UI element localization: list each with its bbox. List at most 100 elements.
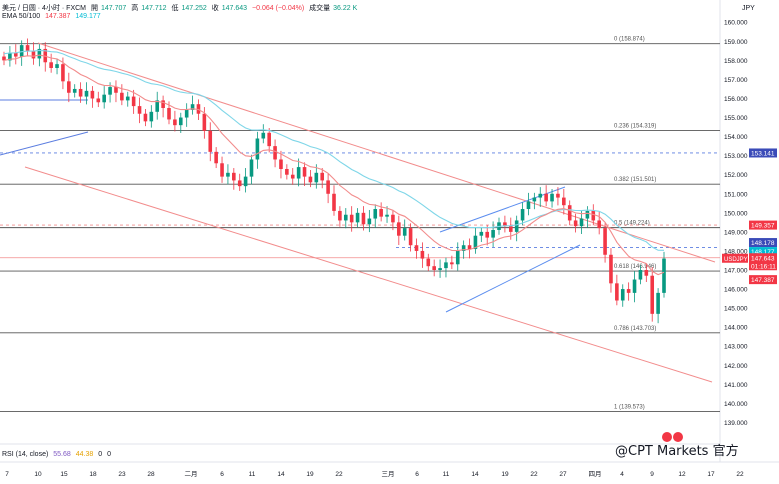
- candle-body: [84, 90, 89, 97]
- x-tick-label: 三月: [382, 470, 395, 478]
- candle-body: [385, 214, 389, 217]
- price-tag: [749, 247, 777, 257]
- rising-trendline: [0, 131, 89, 156]
- candle-body: [184, 109, 189, 118]
- symbol-tag-text: USDJPY: [724, 257, 748, 263]
- candle-body: [532, 197, 537, 202]
- price-tag-text: 01:16:11: [751, 263, 776, 270]
- candle-body: [43, 48, 48, 63]
- symbol-label[interactable]: 美元 / 日圆 · 4小时 · FXCM: [2, 5, 86, 12]
- fib-level-label: 1 (139.573): [614, 405, 645, 411]
- candle-body: [615, 283, 619, 301]
- candle-body: [520, 209, 525, 221]
- rsi-label: RSI (14, close): [2, 451, 49, 458]
- y-tick-label: 160.000: [724, 20, 748, 27]
- ema50-value: 147.387: [45, 13, 71, 20]
- y-tick-label: 156.000: [724, 96, 748, 103]
- x-tick-label: 二月: [185, 470, 198, 478]
- symbol-price-tag: [722, 253, 748, 263]
- candle-body: [591, 210, 596, 221]
- candle-body: [202, 113, 207, 131]
- candle-body: [178, 117, 183, 126]
- candle-body: [232, 172, 236, 181]
- candle-body: [214, 151, 218, 164]
- volume-label: 成交量: [309, 5, 331, 12]
- candle-body: [173, 119, 177, 126]
- candle-body: [167, 108, 171, 120]
- low-label: 低: [171, 5, 179, 12]
- low-value: 147.252: [181, 5, 207, 12]
- candle-body: [491, 229, 495, 238]
- candle-body: [402, 228, 407, 236]
- candle-body: [338, 210, 342, 221]
- x-tick-label: 22: [335, 471, 343, 478]
- candle-body: [332, 193, 336, 211]
- candle-body: [485, 231, 490, 238]
- candle-body: [638, 270, 643, 280]
- x-tick-label: 19: [501, 471, 509, 478]
- candle-body: [326, 180, 330, 194]
- y-tick-label: 146.000: [724, 287, 748, 294]
- open-value: 147.707: [100, 5, 127, 12]
- candle-body: [320, 172, 325, 181]
- fib-level-label: 0.382 (151.501): [614, 177, 656, 183]
- x-tick-label: 12: [678, 471, 686, 478]
- rsi-value-2: 44.38: [75, 451, 94, 458]
- y-tick-label: 153.000: [724, 153, 748, 160]
- candle-body: [67, 81, 71, 93]
- candle-body: [508, 226, 513, 232]
- candle-body: [632, 279, 637, 293]
- x-tick-label: 15: [60, 471, 68, 478]
- y-tick-label: 157.000: [724, 77, 748, 84]
- candle-body: [31, 50, 36, 59]
- price-tag-text: 148.177: [751, 249, 775, 256]
- candle-body: [432, 266, 436, 271]
- fib-level-label: 0 (158.874): [614, 37, 645, 43]
- event-flag-icon[interactable]: [662, 432, 672, 442]
- price-tag-text: 148.178: [751, 240, 775, 247]
- candle-body: [620, 289, 625, 301]
- price-tag: [749, 220, 777, 230]
- y-tick-label: 143.000: [724, 344, 748, 351]
- price-tag-text: 147.387: [751, 277, 775, 284]
- candle-body: [514, 220, 519, 232]
- candle-body: [314, 172, 319, 183]
- candle-body: [562, 197, 566, 206]
- candle-body: [438, 268, 442, 271]
- candle-body: [662, 258, 666, 293]
- candle-body: [267, 132, 271, 147]
- candle-body: [397, 222, 401, 236]
- candle-body: [585, 210, 590, 219]
- candle-body: [96, 98, 101, 103]
- x-tick-label: 23: [118, 471, 126, 478]
- rsi-value-3: 0: [98, 451, 103, 458]
- rising-channel-lower: [445, 244, 581, 313]
- candle-body: [143, 113, 148, 122]
- rsi-legend[interactable]: RSI (14, close) 55.68 44.38 0 0: [2, 451, 114, 458]
- event-flag-icon[interactable]: [673, 432, 683, 442]
- fib-level-label: 0.786 (143.703): [614, 326, 656, 332]
- x-tick-label: 17: [707, 471, 715, 478]
- x-tick-label: 27: [559, 471, 567, 478]
- candle-body: [544, 193, 548, 202]
- candle-body: [2, 56, 6, 61]
- ema100-line: [3, 49, 665, 251]
- candle-body: [37, 48, 42, 59]
- candle-body: [19, 45, 24, 57]
- candle-body: [656, 292, 660, 314]
- x-tick-label: 4: [620, 471, 624, 478]
- candle-body: [420, 250, 425, 259]
- candle-body: [573, 220, 578, 227]
- ema-legend[interactable]: EMA 50/100 147.387 149.177: [2, 13, 104, 20]
- y-tick-label: 147.000: [724, 268, 748, 275]
- candle-body: [131, 96, 136, 107]
- y-tick-label: 141.000: [724, 382, 748, 389]
- candle-body: [414, 245, 419, 251]
- close-label: 收: [211, 5, 219, 12]
- y-tick-label: 142.000: [724, 363, 748, 370]
- candle-body: [450, 262, 454, 265]
- y-axis-label: JPY: [742, 5, 755, 12]
- x-tick-label: 10: [34, 471, 42, 478]
- x-tick-label: 9: [650, 471, 654, 478]
